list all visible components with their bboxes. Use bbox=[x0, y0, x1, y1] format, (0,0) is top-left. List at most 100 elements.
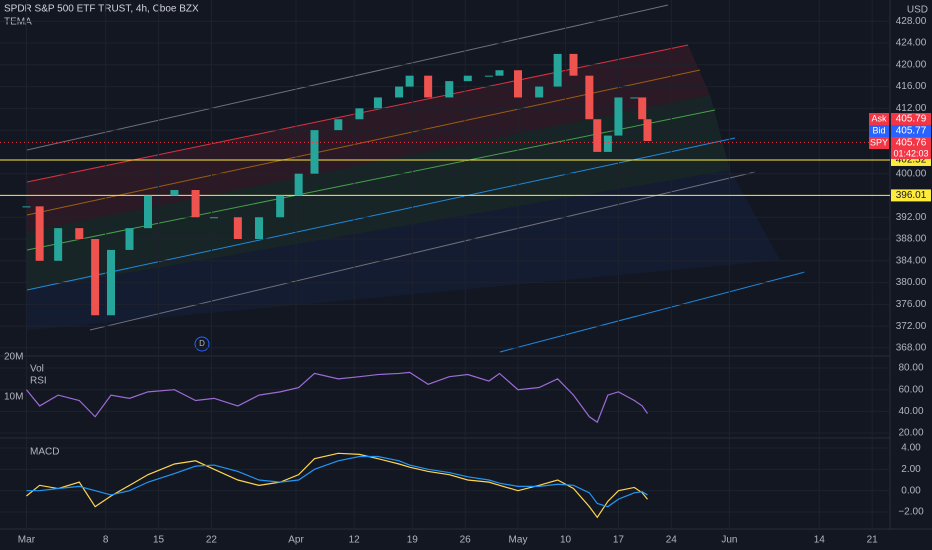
y-tick-label: 380.00 bbox=[896, 277, 927, 288]
candle bbox=[603, 135, 612, 152]
x-tick-label: Apr bbox=[288, 535, 304, 546]
candle bbox=[569, 53, 578, 76]
y-tick-label: 376.00 bbox=[896, 299, 927, 310]
candle bbox=[91, 239, 100, 316]
candle bbox=[373, 97, 382, 109]
y-tick-label: 60.00 bbox=[898, 384, 923, 395]
y-tick-label: 0.00 bbox=[901, 485, 921, 496]
candle bbox=[255, 217, 263, 240]
pane-title: MACD bbox=[30, 447, 59, 458]
quote-name-tag bbox=[869, 125, 889, 137]
y-tick-label: 368.00 bbox=[896, 343, 927, 354]
series-line bbox=[25, 371, 648, 424]
x-tick-label: 10 bbox=[560, 535, 572, 546]
candle bbox=[334, 119, 343, 131]
y-tick-label: 384.00 bbox=[896, 255, 927, 266]
candle bbox=[210, 217, 219, 219]
candle bbox=[585, 75, 594, 120]
level-label: 402.52 bbox=[896, 155, 927, 166]
candle bbox=[310, 130, 319, 174]
candle bbox=[144, 195, 152, 229]
candle bbox=[463, 75, 472, 82]
candle bbox=[107, 249, 115, 316]
candle bbox=[276, 195, 285, 218]
candle bbox=[405, 75, 414, 87]
x-tick-label: May bbox=[509, 535, 528, 546]
candle bbox=[125, 228, 134, 250]
candle bbox=[553, 53, 562, 87]
y-tick-label: 424.00 bbox=[896, 38, 927, 49]
candle bbox=[294, 173, 303, 196]
y-tick-label: 10M bbox=[4, 392, 23, 403]
quote-value: 405.76 bbox=[896, 138, 927, 149]
candle bbox=[170, 190, 179, 196]
x-tick-label: 12 bbox=[349, 535, 361, 546]
candle bbox=[614, 97, 623, 136]
y-tick-label: 80.00 bbox=[898, 363, 923, 374]
x-tick-label: Mar bbox=[18, 535, 36, 546]
quote-name: Bid bbox=[872, 125, 885, 135]
x-tick-label: 8 bbox=[103, 535, 109, 546]
candle bbox=[535, 86, 544, 98]
series-line bbox=[26, 455, 648, 508]
y-tick-label: 388.00 bbox=[896, 234, 927, 245]
candle bbox=[395, 86, 404, 98]
candle bbox=[191, 190, 200, 218]
currency: USD bbox=[907, 5, 928, 16]
candle bbox=[233, 217, 242, 240]
quote-name: SPY bbox=[870, 137, 888, 147]
y-tick-label: 420.00 bbox=[896, 59, 927, 70]
quote-value: 405.79 bbox=[896, 114, 927, 125]
x-tick-label: 14 bbox=[814, 535, 826, 546]
quote-value: 405.77 bbox=[896, 126, 927, 137]
y-tick-label: 416.00 bbox=[896, 81, 927, 92]
y-tick-label: 20M bbox=[4, 352, 23, 363]
quote-tag bbox=[891, 125, 931, 137]
x-tick-label: 17 bbox=[613, 535, 625, 546]
y-tick-label: 4.00 bbox=[901, 443, 921, 454]
y-tick-label: 40.00 bbox=[898, 406, 923, 417]
quote-tag bbox=[891, 113, 931, 125]
quote-name-tag bbox=[869, 137, 889, 149]
candle bbox=[593, 119, 602, 152]
x-tick-label: 21 bbox=[867, 535, 879, 546]
x-tick-label: 22 bbox=[206, 535, 218, 546]
x-tick-label: Jun bbox=[721, 535, 737, 546]
y-tick-label: 428.00 bbox=[896, 16, 927, 27]
x-tick-label: 24 bbox=[666, 535, 678, 546]
pane-title: Vol bbox=[30, 364, 44, 375]
dividend-label: D bbox=[199, 339, 205, 348]
pane-title: RSI bbox=[30, 376, 47, 387]
candle bbox=[630, 97, 639, 99]
y-tick-label: 412.00 bbox=[896, 103, 927, 114]
y-tick-label: −2.00 bbox=[898, 507, 924, 518]
candle bbox=[495, 70, 504, 76]
quote-name: Ask bbox=[871, 113, 887, 123]
countdown: 01:42:03 bbox=[893, 148, 928, 158]
chart-title: SPDR S&P 500 ETF TRUST, 4h, Cboe BZX bbox=[4, 4, 199, 15]
x-tick-label: 19 bbox=[407, 535, 419, 546]
x-tick-label: 26 bbox=[460, 535, 472, 546]
y-tick-label: 2.00 bbox=[901, 464, 921, 475]
x-tick-label: 15 bbox=[153, 535, 165, 546]
indicator-label: TEMA bbox=[4, 17, 32, 28]
level-label: 396.01 bbox=[896, 190, 927, 201]
regression-channel bbox=[26, 4, 890, 355]
quote-name-tag bbox=[869, 113, 889, 125]
level-tag bbox=[891, 189, 931, 202]
candle bbox=[484, 75, 493, 77]
y-tick-label: 400.00 bbox=[896, 168, 927, 179]
candle bbox=[35, 206, 44, 261]
quote-tag bbox=[891, 137, 931, 159]
candle bbox=[54, 228, 63, 261]
y-tick-label: 392.00 bbox=[896, 212, 927, 223]
candle bbox=[424, 75, 433, 98]
candle bbox=[355, 108, 364, 120]
y-tick-label: 20.00 bbox=[898, 428, 923, 439]
candle bbox=[638, 97, 647, 120]
candle bbox=[445, 81, 454, 98]
series-line bbox=[26, 452, 648, 519]
dividend-marker[interactable] bbox=[194, 336, 210, 352]
